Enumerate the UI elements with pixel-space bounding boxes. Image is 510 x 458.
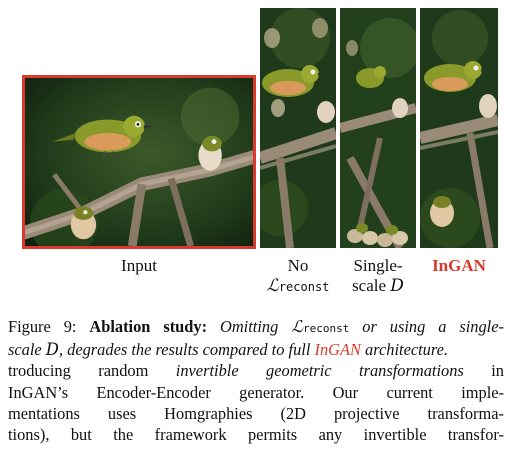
figure-label: Figure 9: xyxy=(8,317,90,336)
caption-no-symbol: ℒ xyxy=(266,276,279,296)
caption-text-degrades: , degrades the results compared to full xyxy=(58,340,315,360)
body-text-in: in xyxy=(463,361,504,381)
no-lreconst-image xyxy=(260,8,336,248)
input-photo xyxy=(25,78,253,246)
caption-no-line1: No xyxy=(287,256,309,275)
caption-single-scale-d: Single- scale D xyxy=(338,256,418,296)
figure-bold-title: Ablation study: xyxy=(89,317,208,336)
caption-single-line2: scale D xyxy=(338,276,418,296)
ingan-image xyxy=(420,8,498,248)
figure-caption-line-2: scale D, degrades the results compared t… xyxy=(8,340,448,359)
caption-single-line1: Single- xyxy=(353,256,403,275)
body-text-introducing: troducing random xyxy=(8,361,176,381)
caption-d-symbol: D xyxy=(45,340,59,360)
no-lreconst-photo xyxy=(260,8,336,248)
caption-text-omitting: Omitting xyxy=(207,317,292,336)
caption-text-single: or using a single- xyxy=(349,317,504,336)
ingan-photo xyxy=(420,8,498,248)
input-image xyxy=(22,75,256,249)
caption-l-symbol: ℒ xyxy=(291,317,304,336)
caption-l-subscript: reconst xyxy=(303,322,350,335)
caption-and-body-text: Figure 9: Ablation study: Omitting ℒreco… xyxy=(8,316,504,445)
caption-no-lreconst: No ℒreconst xyxy=(258,256,338,297)
single-scale-d-image xyxy=(340,8,416,248)
body-line-4: tions), but the framework permits any in… xyxy=(8,425,504,445)
body-line-1: troducing random invertible geometric tr… xyxy=(8,360,504,381)
caption-single-scale-text: scale xyxy=(352,276,391,295)
caption-single-d-symbol: D xyxy=(390,276,404,296)
body-text-invertible: invertible geometric transformations xyxy=(175,361,464,381)
caption-no-line2: ℒreconst xyxy=(258,276,338,297)
figure-caption-line-1: Figure 9: Ablation study: Omitting ℒreco… xyxy=(8,316,504,339)
single-scale-d-photo xyxy=(340,8,416,248)
caption-ingan-highlight: InGAN xyxy=(314,340,361,360)
caption-input: Input xyxy=(121,256,157,275)
body-line-2: InGAN’s Encoder-Encoder generator. Our c… xyxy=(8,382,504,402)
body-line-3: mentations uses Homgraphies (2D projecti… xyxy=(8,403,504,423)
caption-text-scale: scale xyxy=(8,340,46,360)
caption-ingan: InGAN xyxy=(432,256,486,275)
caption-text-architecture: architecture. xyxy=(360,340,449,360)
caption-no-subscript: reconst xyxy=(278,280,330,294)
